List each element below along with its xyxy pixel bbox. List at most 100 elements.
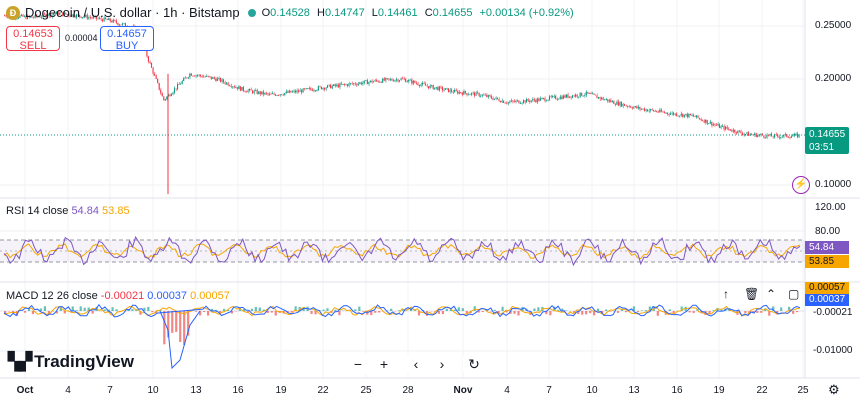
candle-body <box>189 73 191 78</box>
macd-hist-bar <box>533 308 536 311</box>
candle-body <box>221 79 223 82</box>
candle-body <box>172 92 174 95</box>
delete-icon[interactable]: 🗑 <box>744 287 760 301</box>
macd-hist-bar <box>206 311 210 316</box>
candle-body <box>648 110 650 112</box>
candle-body <box>507 102 509 104</box>
x-tick-label: 4 <box>65 385 71 396</box>
candle-body <box>31 16 33 18</box>
dogecoin-icon: Ð <box>6 5 20 20</box>
candle-body <box>567 94 569 98</box>
candle-body <box>790 136 792 138</box>
x-tick-label: 10 <box>147 385 159 396</box>
candle-body <box>423 82 425 84</box>
candle-body <box>743 134 745 135</box>
macd-hist-bar <box>772 306 775 311</box>
candle-body <box>746 132 748 135</box>
candle-body <box>299 90 301 92</box>
macd-hist-bar <box>465 311 468 314</box>
candle-body <box>281 94 283 96</box>
market-open-icon <box>247 8 256 17</box>
macd-hist-bar <box>4 311 7 315</box>
candle-body <box>516 100 518 102</box>
macd-hist-bar <box>672 311 675 314</box>
candle-body <box>550 96 552 98</box>
candle-body <box>705 119 707 123</box>
candle-body <box>728 128 730 130</box>
candle-body <box>375 80 378 81</box>
candle-body <box>636 106 638 109</box>
candle-body <box>735 132 737 134</box>
candle-body <box>316 89 318 91</box>
candle-body <box>184 77 186 79</box>
candle-body <box>444 88 446 90</box>
lightning-icon[interactable]: ⚡ <box>792 176 810 194</box>
reset-chart-button[interactable]: ↻ <box>463 354 485 374</box>
candle-body <box>71 14 73 17</box>
candle-body <box>201 75 203 78</box>
move-up-icon[interactable]: ↑ <box>723 287 729 301</box>
macd-hist-bar <box>581 311 584 315</box>
candle-body <box>689 113 691 116</box>
candle-body <box>293 90 295 92</box>
candle-body <box>757 135 759 137</box>
candle-body <box>796 133 799 138</box>
x-tick-label: 25 <box>360 385 372 396</box>
x-tick-label: 4 <box>504 385 510 396</box>
candle-body <box>666 112 668 114</box>
price-change: +0.00134 (+0.92%) <box>479 6 574 19</box>
macd-hist-bar <box>386 310 389 311</box>
candle-body <box>541 97 543 99</box>
candle-body <box>264 92 266 95</box>
maximize-icon[interactable]: ▢ <box>788 287 800 301</box>
candle-body <box>688 113 690 118</box>
candle-body <box>617 101 619 106</box>
candle-body <box>677 115 679 117</box>
buy-button[interactable]: 0.14657 BUY <box>100 26 154 52</box>
candle-body <box>676 113 678 116</box>
candle-body <box>741 133 743 135</box>
macd-hist-bar <box>151 311 154 313</box>
candle-body <box>783 134 785 137</box>
candle-body <box>547 99 549 101</box>
candle-body <box>345 84 347 86</box>
candle-body <box>227 82 229 86</box>
candle-body <box>238 86 240 89</box>
candle-body <box>346 84 348 86</box>
candle-body <box>245 91 247 93</box>
candle-body <box>92 16 94 19</box>
macd-hist-bar <box>636 311 640 312</box>
candle-body <box>232 86 234 88</box>
macd-hist-bar <box>83 307 86 311</box>
rsi-value-badge: 54.84 <box>805 241 849 254</box>
candle-body <box>265 92 267 94</box>
candle-body <box>392 80 394 82</box>
settings-gear-icon[interactable]: ⚙ <box>828 382 840 397</box>
candle-body <box>772 136 774 138</box>
symbol-title[interactable]: Dogecoin / U.S. dollar · 1h · Bitstamp <box>25 5 240 20</box>
candle-body <box>342 83 344 85</box>
macd-hist-bar <box>477 311 480 313</box>
candle-body <box>763 135 765 138</box>
collapse-icon[interactable]: ⌃ <box>766 287 777 301</box>
candle-body <box>278 95 280 96</box>
macd-hist-bar <box>171 311 174 333</box>
candle-body <box>607 99 609 102</box>
candle-body <box>565 94 567 98</box>
candle-body <box>571 95 573 98</box>
sell-button[interactable]: 0.14653 SELL <box>6 26 60 52</box>
zoom-out-button[interactable]: − <box>347 354 369 374</box>
macd-hist-bar <box>616 311 620 313</box>
candle-body <box>115 20 117 23</box>
candle-body <box>52 14 55 15</box>
macd-legend[interactable]: MACD 12 26 close -0.00021 0.00037 0.0005… <box>6 290 230 302</box>
zoom-in-button[interactable]: + <box>373 354 395 374</box>
candle-body <box>114 19 116 21</box>
candle-body <box>94 16 96 17</box>
macd-hist-bar <box>374 311 377 313</box>
rsi-legend[interactable]: RSI 14 close 54.84 53.85 <box>6 205 130 217</box>
scroll-left-button[interactable]: ‹ <box>405 354 427 374</box>
scroll-right-button[interactable]: › <box>431 354 453 374</box>
candle-body <box>411 79 413 84</box>
